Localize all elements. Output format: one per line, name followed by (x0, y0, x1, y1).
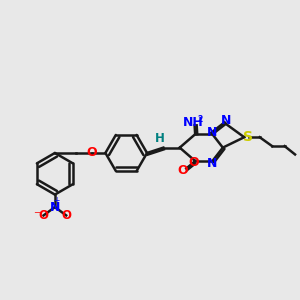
Text: O: O (38, 209, 48, 222)
Text: N: N (220, 114, 231, 128)
Text: H: H (155, 132, 165, 145)
Text: N: N (50, 201, 60, 214)
Text: O: O (87, 146, 98, 160)
Text: O: O (62, 209, 72, 222)
Text: O: O (177, 164, 188, 177)
Text: NH: NH (183, 116, 204, 130)
Text: N: N (207, 126, 218, 139)
Text: +: + (53, 196, 60, 205)
Text: N: N (207, 157, 218, 169)
Text: 2: 2 (197, 115, 202, 124)
Text: O: O (188, 156, 199, 169)
Text: S: S (243, 130, 253, 144)
Text: −: − (34, 208, 40, 217)
